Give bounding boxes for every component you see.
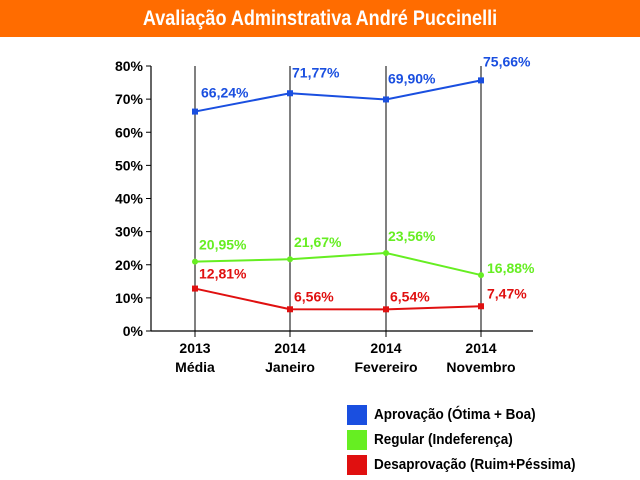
series-0-label-3: 75,66% — [483, 53, 531, 69]
y-tick-label-2: 20% — [115, 257, 144, 273]
legend-swatch-regular — [347, 429, 367, 450]
x-label-month-3: Novembro — [446, 359, 515, 375]
label-layer: 66,24% 71,77% 69,90% 75,66% 20,95% 21,67% 23,5… — [199, 53, 535, 304]
series-2-label-0: 12,81% — [199, 266, 247, 282]
legend-label-desaprovacao: Desaprovação (Ruim+Péssima) — [374, 456, 576, 473]
axis-layer: 0% 10% 20% 30% 40% 50% 60% 70% 80% 2013 Média 2014 J… — [115, 58, 533, 375]
legend-swatch-aprovacao — [347, 404, 367, 425]
legend-item-regular: Regular (Indeferença) — [347, 427, 640, 452]
series-1-point-3 — [478, 272, 484, 279]
series-line-1 — [194, 251, 482, 277]
series-1-point-1 — [287, 256, 293, 263]
series-1-label-2: 23,56% — [388, 228, 436, 244]
series-1-point-0 — [192, 258, 198, 265]
series-0-label-1: 71,77% — [292, 64, 340, 80]
y-tick-label-8: 80% — [115, 58, 144, 74]
x-label-month-0: Média — [175, 359, 215, 375]
series-2-label-3: 7,47% — [487, 285, 527, 301]
series-2-label-2: 6,54% — [390, 288, 430, 304]
y-tick-label-0: 0% — [123, 323, 144, 339]
title-bar: Avaliação Adminstrativa André Puccinelli — [0, 0, 640, 37]
y-tick-label-5: 50% — [115, 157, 144, 173]
y-tick-label-1: 10% — [115, 290, 144, 306]
y-tick-label-7: 70% — [115, 91, 144, 107]
series-2-point-3 — [478, 303, 484, 310]
series-1-point-2 — [383, 249, 389, 256]
series-2-point-1 — [287, 306, 293, 313]
legend-item-desaprovacao: Desaprovação (Ruim+Péssima) — [347, 452, 640, 477]
grid-layer — [194, 66, 482, 337]
series-line-0 — [194, 79, 482, 113]
legend-swatch-desaprovacao — [347, 454, 367, 475]
series-2-label-1: 6,56% — [294, 288, 334, 304]
legend: Aprovação (Ótima + Boa) Regular (Indefer… — [347, 402, 640, 477]
x-label-year-1: 2014 — [274, 340, 305, 356]
x-label-month-1: Janeiro — [265, 359, 315, 375]
y-tick-label-6: 60% — [115, 124, 144, 140]
series-1-label-1: 21,67% — [294, 234, 342, 250]
legend-label-regular: Regular (Indeferença) — [374, 431, 513, 448]
series-1-label-3: 16,88% — [487, 260, 535, 276]
series-0-point-3 — [478, 77, 484, 84]
series-layer — [192, 77, 484, 313]
chart-title: Avaliação Adminstrativa André Puccinelli — [142, 6, 498, 30]
series-line-2 — [194, 287, 482, 311]
x-label-year-3: 2014 — [465, 340, 496, 356]
series-1-label-0: 20,95% — [199, 237, 247, 253]
series-0-point-0 — [192, 108, 198, 115]
y-tick-label-4: 40% — [115, 191, 144, 207]
legend-label-aprovacao: Aprovação (Ótima + Boa) — [374, 406, 536, 423]
x-label-year-2: 2014 — [370, 340, 401, 356]
series-2-point-0 — [192, 285, 198, 292]
series-0-label-2: 69,90% — [388, 70, 436, 86]
x-label-year-0: 2013 — [179, 340, 210, 356]
y-tick-label-3: 30% — [115, 224, 144, 240]
x-label-month-2: Fevereiro — [354, 359, 417, 375]
series-0-label-0: 66,24% — [201, 85, 249, 101]
series-0-point-2 — [383, 96, 389, 103]
series-2-point-2 — [383, 306, 389, 313]
legend-item-aprovacao: Aprovação (Ótima + Boa) — [347, 402, 640, 427]
series-0-point-1 — [287, 90, 293, 97]
